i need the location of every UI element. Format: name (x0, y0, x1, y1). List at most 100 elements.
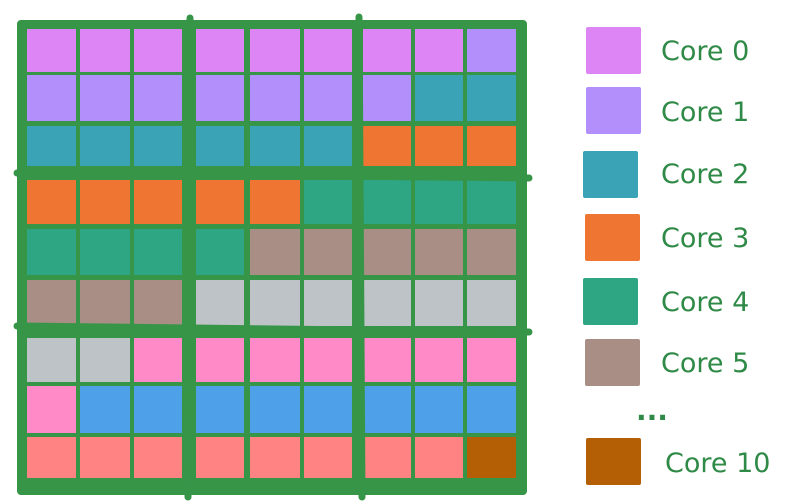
legend-entry-core-4: Core 4 (583, 278, 749, 325)
grid-cell-core-1 (196, 75, 244, 121)
legend-swatch (586, 438, 641, 485)
grid-cell-core-0 (415, 29, 463, 72)
legend-entry-core-0: Core 0 (586, 27, 749, 74)
grid-cell-core-9 (27, 437, 76, 478)
grid-cell-core-8 (196, 386, 244, 433)
grid-cell-core-9 (304, 437, 352, 478)
grid-cell-core-7 (196, 338, 244, 382)
grid-cell-core-5 (304, 229, 352, 275)
block-divider (13, 169, 533, 182)
grid-cell-core-0 (80, 29, 130, 72)
grid-cell-core-4 (415, 180, 463, 224)
grid-cell-core-5 (27, 280, 76, 326)
grid-cell-core-1 (304, 75, 352, 121)
grid-cell-core-4 (27, 229, 76, 275)
legend-swatch (586, 27, 641, 74)
grid-cell-core-10 (467, 437, 516, 478)
grid-cell-core-8 (415, 386, 463, 433)
grid-cell-core-0 (250, 29, 300, 72)
grid-cell-core-4 (363, 180, 411, 224)
grid-cell-core-6 (415, 280, 463, 326)
legend-entry-core-2: Core 2 (583, 151, 749, 198)
grid-cell-core-4 (134, 229, 182, 275)
legend-label: Core 10 (665, 448, 770, 479)
grid-cell-core-0 (134, 29, 182, 72)
grid-cell-core-9 (196, 437, 244, 478)
grid-cell-core-3 (134, 180, 182, 224)
grid-cell-core-2 (467, 75, 516, 121)
grid-cell-core-9 (363, 437, 411, 478)
grid-cell-core-2 (134, 126, 182, 166)
grid-cell-core-3 (196, 180, 244, 224)
grid-cell-core-8 (467, 386, 516, 433)
grid-cell-core-8 (134, 386, 182, 433)
grid-cell-core-4 (80, 229, 130, 275)
legend-label: Core 0 (661, 36, 749, 67)
grid-cell-core-6 (467, 280, 516, 326)
grid-cell-core-5 (415, 229, 463, 275)
block-grid (13, 13, 533, 501)
grid-cell-core-7 (415, 338, 463, 382)
legend-swatch (586, 87, 641, 134)
grid-cell-core-2 (415, 75, 463, 121)
legend-swatch (583, 278, 638, 325)
grid-cell-core-6 (363, 280, 411, 326)
grid-cell-core-3 (80, 180, 130, 224)
grid-cell-core-0 (363, 29, 411, 72)
grid-cell-core-7 (250, 338, 300, 382)
block-divider (13, 322, 533, 336)
legend-label: Core 4 (661, 287, 749, 318)
block-divider (184, 14, 194, 501)
grid-cell-core-9 (415, 437, 463, 478)
grid-cell-core-2 (27, 126, 76, 166)
grid-cell-core-3 (363, 126, 411, 166)
legend-entry-core-5: Core 5 (585, 339, 749, 386)
legend-label: Core 1 (661, 97, 749, 128)
grid-cell-core-0 (27, 29, 76, 72)
grid-cell-core-7 (363, 338, 411, 382)
grid-cell-core-3 (27, 180, 76, 224)
legend-ellipsis: ... (636, 394, 668, 427)
grid-cell-core-5 (467, 229, 516, 275)
grid-cell-core-1 (250, 75, 300, 121)
grid-cell-core-7 (27, 386, 76, 433)
grid-cell-core-2 (304, 126, 352, 166)
grid-cell-core-1 (467, 29, 516, 72)
grid-cell-core-8 (80, 386, 130, 433)
grid-cell-core-8 (250, 386, 300, 433)
grid-cell-core-6 (250, 280, 300, 326)
grid-cell-core-1 (363, 75, 411, 121)
legend-label: Core 3 (661, 223, 749, 254)
grid-cell-core-4 (467, 180, 516, 224)
grid-cell-core-9 (80, 437, 130, 478)
grid-cell-core-1 (134, 75, 182, 121)
grid-cell-core-5 (250, 229, 300, 275)
grid-cell-core-8 (304, 386, 352, 433)
grid-cell-core-5 (80, 280, 130, 326)
grid-cell-core-2 (196, 126, 244, 166)
grid-cell-core-7 (467, 338, 516, 382)
grid-cell-core-1 (27, 75, 76, 121)
grid-cell-core-6 (80, 338, 130, 382)
grid-cell-core-2 (80, 126, 130, 166)
legend-entry-core-1: Core 1 (586, 87, 749, 134)
legend-swatch (585, 214, 640, 261)
grid-cell-core-3 (467, 126, 516, 166)
legend-label: Core 5 (661, 348, 749, 379)
grid-cell-core-4 (196, 229, 244, 275)
legend-entry-core-3: Core 3 (585, 214, 749, 261)
grid-cell-core-7 (304, 338, 352, 382)
grid-cell-core-7 (134, 338, 182, 382)
grid-cell-core-9 (134, 437, 182, 478)
grid-cell-core-3 (250, 180, 300, 224)
grid-cell-core-0 (196, 29, 244, 72)
grid-cell-core-8 (363, 386, 411, 433)
legend-label: Core 2 (661, 159, 749, 190)
grid-cell-core-6 (304, 280, 352, 326)
legend-entry-core-10: Core 10 (586, 438, 770, 485)
grid-cell-core-3 (415, 126, 463, 166)
grid-cell-core-0 (304, 29, 352, 72)
grid-cell-core-6 (27, 338, 76, 382)
legend: Core 0 Core 1 Core 2 Core 3 Core 4 Core 5... C… (583, 27, 770, 485)
